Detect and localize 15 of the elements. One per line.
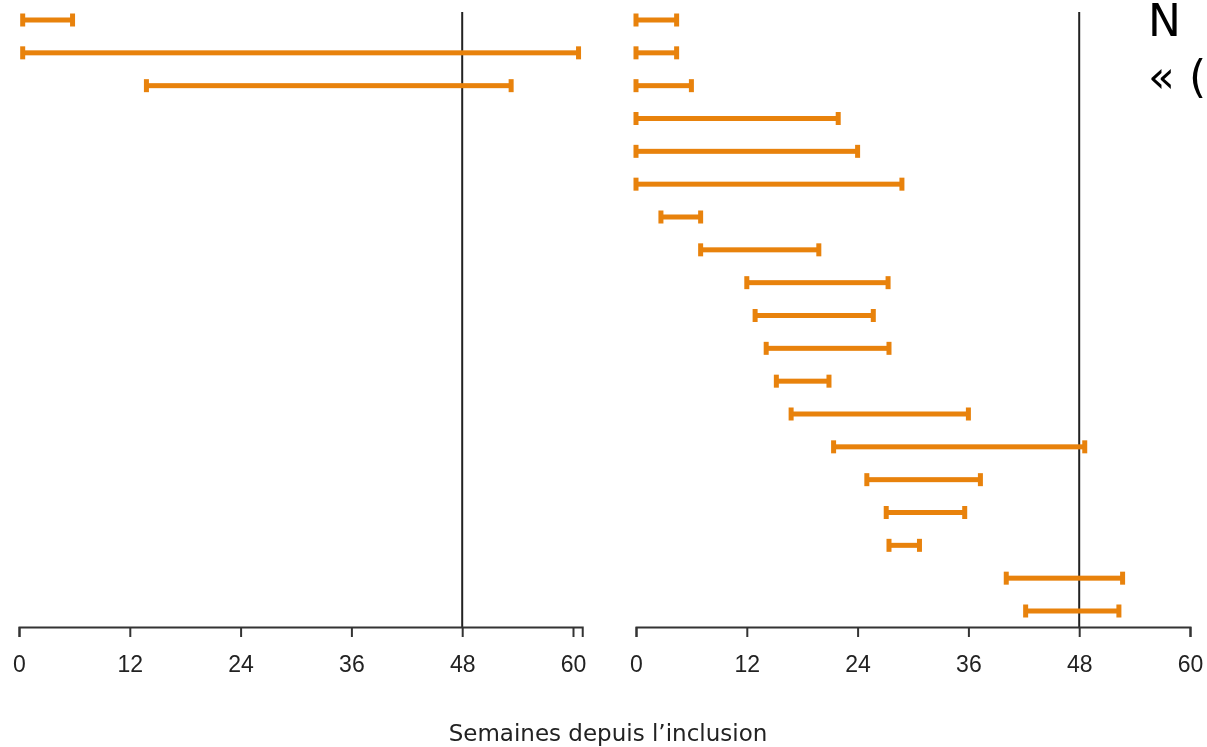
x-tick-label: 60: [1177, 651, 1204, 678]
x-tick-label: 24: [845, 651, 872, 678]
x-tick-label: 48: [1066, 651, 1093, 678]
x-tick-label: 0: [13, 651, 26, 678]
x-tick-label: 12: [734, 651, 761, 678]
annotation: « (: [1148, 51, 1207, 102]
x-tick-label: 36: [339, 651, 365, 678]
x-tick-label: 12: [117, 651, 144, 678]
x-tick-label: 36: [956, 651, 982, 678]
x-tick-label: 48: [449, 651, 476, 678]
x-tick-label: 24: [228, 651, 255, 678]
x-tick-label: 0: [630, 651, 643, 678]
x-tick-label: 60: [560, 651, 587, 678]
x-axis-title: Semaines depuis l’inclusion: [448, 720, 768, 746]
annotation: N: [1148, 0, 1181, 46]
